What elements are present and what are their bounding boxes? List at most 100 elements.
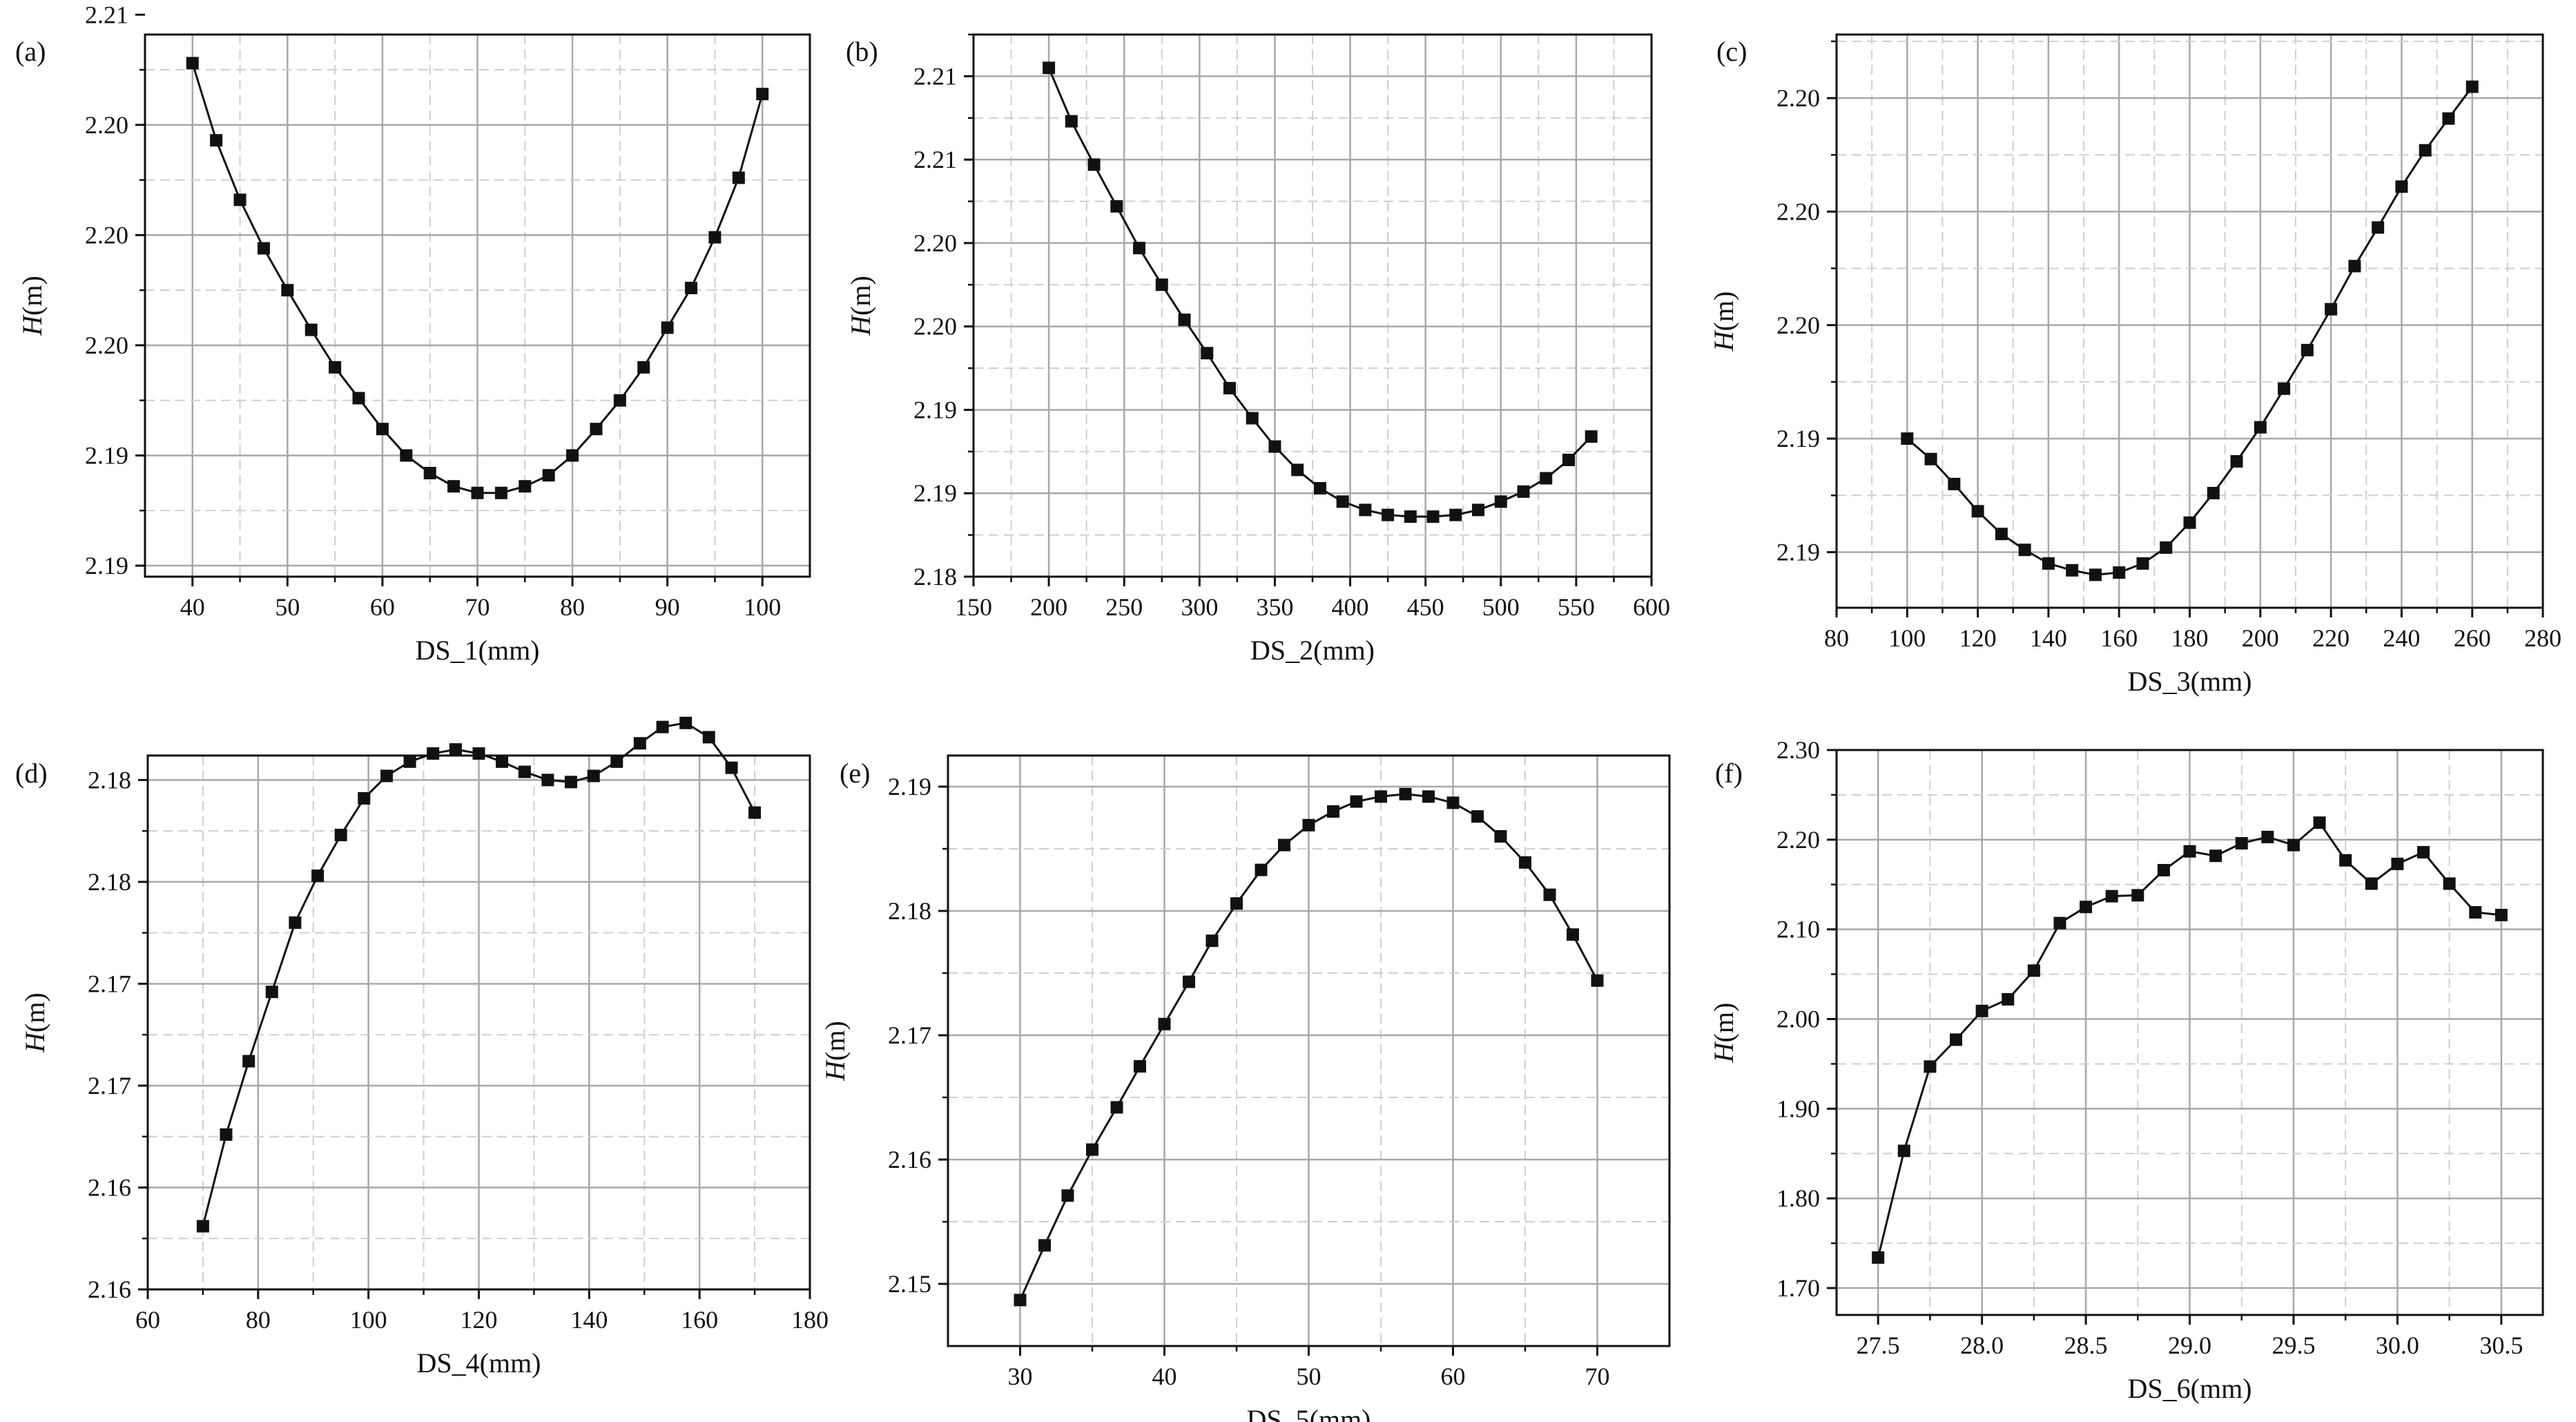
data-point: [613, 394, 626, 407]
data-point: [2042, 557, 2055, 570]
chart-panel-2: (c) 80 100 120 140 160 180 200 220 240 260 280 2.19 2…: [1708, 33, 2562, 697]
data-point: [2287, 838, 2300, 852]
x-tick-label: 160: [2100, 624, 2138, 652]
x-tick-label: 60: [135, 1306, 160, 1334]
y-tick-label: 2.00: [1776, 1006, 1820, 1033]
data-point: [2027, 964, 2040, 977]
y-tick-label: 2.19: [85, 441, 128, 469]
x-tick-label: 50: [275, 593, 300, 621]
data-point: [423, 467, 436, 480]
data-point: [637, 361, 650, 374]
data-point: [748, 806, 762, 819]
x-tick-label: 120: [461, 1306, 498, 1334]
y-tick-label: 2.20: [913, 313, 957, 340]
data-point: [1201, 347, 1214, 360]
data-point: [1540, 472, 1553, 485]
x-tick-label: 220: [2312, 624, 2350, 652]
y-axis-title-var: H: [17, 314, 48, 336]
x-tick-label: 600: [1633, 593, 1670, 621]
data-point: [289, 916, 302, 929]
data-point: [2160, 541, 2173, 554]
data-point: [633, 737, 646, 750]
x-tick-label: 240: [2383, 624, 2420, 652]
y-tick-label: 2.19: [913, 479, 957, 507]
data-point: [2066, 564, 2079, 577]
data-point: [661, 321, 674, 334]
y-tick-label: 2.20: [1776, 826, 1820, 854]
y-tick-label: 2.20: [1776, 311, 1820, 339]
data-point: [1948, 477, 1961, 490]
y-axis-title: H(m): [845, 276, 876, 336]
data-point: [1404, 510, 1417, 523]
data-point: [1543, 888, 1556, 901]
data-point: [2391, 857, 2404, 870]
data-point: [656, 720, 669, 733]
data-point: [1183, 975, 1196, 988]
data-point: [1155, 278, 1168, 291]
x-tick-label: 70: [465, 593, 490, 621]
data-point: [2183, 845, 2196, 858]
data-point: [449, 743, 462, 756]
data-point: [1446, 796, 1460, 809]
data-point: [496, 755, 509, 768]
data-point: [403, 755, 416, 768]
data-point: [1375, 790, 1387, 803]
data-point: [358, 791, 371, 805]
y-tick-label: 1.90: [1776, 1095, 1820, 1122]
y-tick-label: 1.70: [1776, 1274, 1820, 1302]
data-point: [1924, 452, 1937, 465]
y-tick-label: 2.19: [1776, 425, 1820, 452]
x-tick-label: 180: [791, 1306, 829, 1334]
data-point: [2105, 890, 2118, 903]
y-tick-label: 2.20: [1776, 198, 1820, 225]
data-point: [518, 765, 531, 778]
data-point: [2395, 180, 2408, 193]
y-axis-title: H(m): [17, 276, 48, 336]
x-tick-label: 140: [570, 1306, 608, 1334]
panel-label: (b): [846, 36, 878, 67]
data-point: [1519, 856, 1531, 869]
data-point: [281, 284, 294, 297]
data-point: [334, 829, 347, 842]
y-tick-label: 2.30: [1776, 736, 1820, 764]
y-tick-label: 2.17: [88, 1072, 131, 1099]
x-tick-label: 30.5: [2479, 1332, 2523, 1359]
y-tick-label: 2.21: [913, 62, 957, 90]
x-tick-label: 30: [1008, 1363, 1033, 1390]
data-point: [1268, 440, 1281, 453]
data-point: [1562, 453, 1575, 466]
data-point: [756, 88, 769, 101]
chart-panel-4: (e) 30 40 50 60 70 2.15 2.16 2.17 2.18 2.19 DS_5(mm…: [820, 754, 1671, 1422]
data-point: [1178, 314, 1191, 327]
panel-label: (a): [15, 36, 46, 67]
x-tick-label: 80: [560, 593, 585, 621]
data-point: [2018, 544, 2031, 557]
data-point: [2372, 221, 2385, 234]
data-point: [1872, 1251, 1885, 1264]
y-tick-label: 2.16: [888, 1146, 931, 1173]
data-point: [2209, 849, 2222, 863]
series-line: [1047, 67, 1592, 518]
y-tick-label: 2.21: [913, 146, 957, 173]
data-point: [1246, 412, 1259, 425]
panel-label: (e): [840, 758, 870, 789]
y-tick-label: 2.15: [888, 1270, 931, 1298]
data-point: [1255, 863, 1268, 876]
y-tick-label: 2.19: [913, 396, 957, 423]
x-tick-label: 50: [1297, 1363, 1321, 1390]
x-tick-label: 29.0: [2168, 1332, 2211, 1359]
data-point: [329, 361, 342, 374]
data-point: [1399, 787, 1412, 800]
data-point: [304, 323, 318, 336]
data-point: [1061, 1189, 1074, 1202]
chart-panel-1: (b) 150 200 250 300 350 400 450 500 550 600 2.18 2.1…: [845, 33, 1670, 666]
data-point: [1336, 495, 1349, 508]
data-point: [519, 480, 532, 493]
x-tick-label: 200: [2242, 624, 2279, 652]
data-point: [1566, 928, 1579, 941]
data-point: [427, 747, 440, 760]
x-tick-label: 100: [350, 1306, 387, 1334]
data-point: [2080, 901, 2093, 914]
data-point: [2157, 863, 2170, 876]
